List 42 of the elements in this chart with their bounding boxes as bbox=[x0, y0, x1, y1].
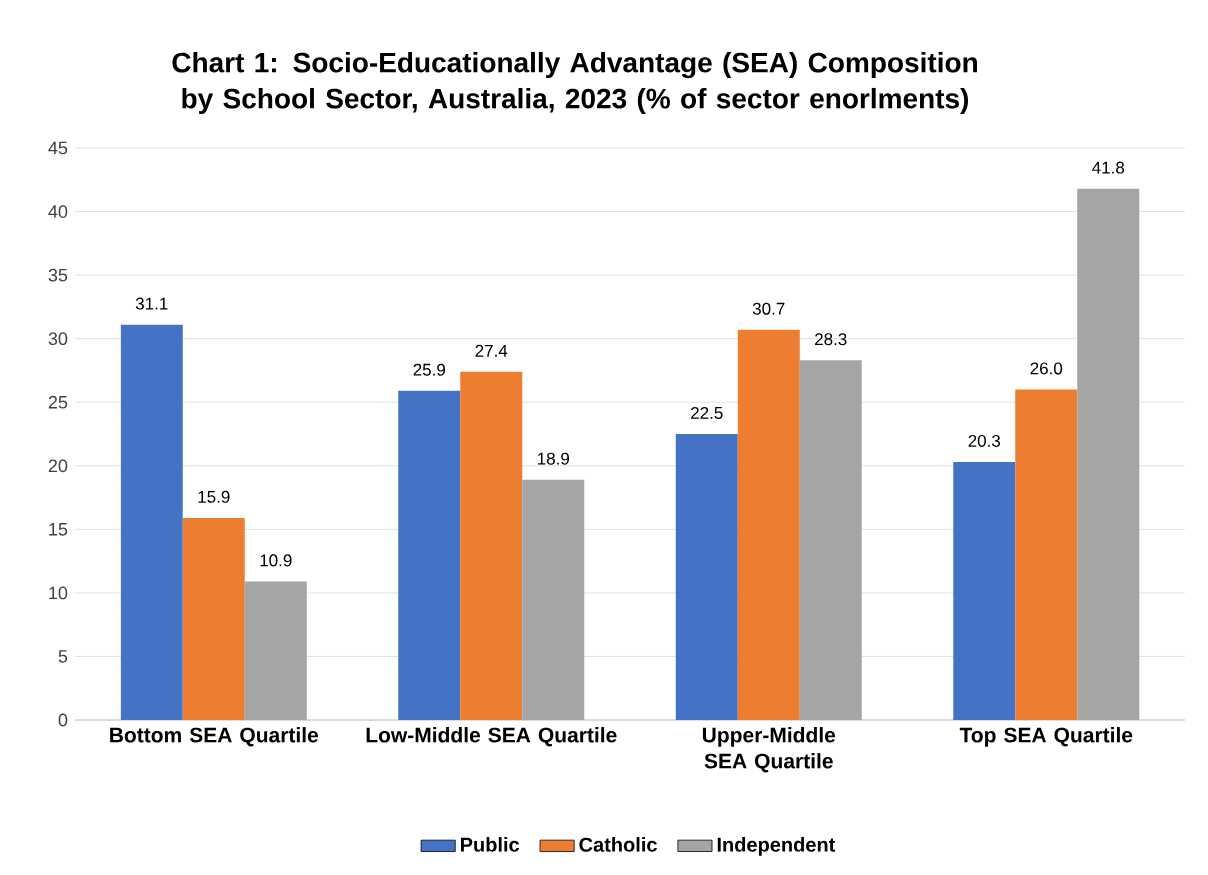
bar bbox=[460, 371, 523, 720]
data-label: 26.0 bbox=[1030, 362, 1063, 375]
data-label: 10.9 bbox=[260, 554, 292, 567]
data-label: 22.5 bbox=[691, 406, 723, 419]
bar bbox=[799, 360, 862, 720]
data-label: 20.3 bbox=[968, 434, 1001, 447]
y-tick-label: 40 bbox=[48, 205, 68, 218]
data-label: 41.8 bbox=[1092, 161, 1125, 174]
y-tick-label: 25 bbox=[48, 395, 68, 409]
bar bbox=[120, 324, 183, 720]
y-tick-label: 30 bbox=[48, 332, 68, 346]
data-label: 15.9 bbox=[198, 490, 230, 503]
x-tick-label: Bottom SEA Quartile bbox=[110, 727, 319, 747]
bar bbox=[737, 329, 800, 720]
data-label: 27.4 bbox=[475, 344, 508, 357]
bar bbox=[182, 517, 245, 720]
data-label: 28.3 bbox=[815, 333, 847, 346]
chart-title: Chart 1: Socio-Educationally Advantage (SEA) Composition by School Sector, Australia, 2023 (% of sector enorlments) bbox=[172, 51, 977, 115]
bar bbox=[1015, 389, 1078, 720]
bar bbox=[953, 461, 1016, 720]
y-tick-label: 10 bbox=[49, 586, 68, 600]
y-tick-label: 45 bbox=[48, 141, 68, 155]
data-label: 18.9 bbox=[538, 452, 569, 465]
bar bbox=[522, 479, 585, 720]
data-label: 30.7 bbox=[752, 302, 785, 315]
bar bbox=[398, 390, 461, 720]
y-tick-label: 20 bbox=[48, 459, 68, 473]
legend-label: Public bbox=[460, 837, 520, 852]
x-tick-label: Low-Middle SEA Quartile bbox=[366, 727, 617, 747]
data-label: 31.1 bbox=[135, 297, 168, 310]
bar bbox=[244, 581, 307, 720]
bar bbox=[1077, 188, 1140, 720]
y-tick-label: 15 bbox=[49, 523, 68, 536]
x-tick-label: Top SEA Quartile bbox=[959, 727, 1133, 747]
y-tick-label: 5 bbox=[58, 650, 68, 663]
legend-label: Independent bbox=[717, 837, 836, 856]
y-tick-label: 35 bbox=[48, 268, 68, 282]
y-tick-label: 0 bbox=[58, 713, 68, 727]
data-label: 25.9 bbox=[413, 363, 445, 376]
legend-label: Catholic bbox=[579, 837, 657, 852]
bar bbox=[675, 434, 738, 720]
x-tick-label: Upper-Middle SEA Quartile bbox=[702, 727, 836, 773]
